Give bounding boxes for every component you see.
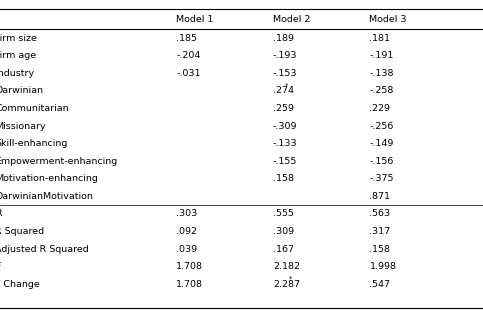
Text: -.375: -.375 [369,174,394,183]
Text: Model 3: Model 3 [369,15,407,24]
Text: .274: .274 [273,86,294,95]
Text: -.193: -.193 [273,51,298,60]
Text: DarwinianMotivation: DarwinianMotivation [0,192,93,201]
Text: .158: .158 [369,244,390,253]
Text: -.133: -.133 [273,139,298,148]
Text: *: * [285,82,289,88]
Text: -.256: -.256 [369,122,394,131]
Text: -.155: -.155 [273,157,297,166]
Text: .181: .181 [369,34,390,43]
Text: -.204: -.204 [176,51,200,60]
Text: .189: .189 [273,34,294,43]
Text: .317: .317 [369,227,391,236]
Text: -.156: -.156 [369,157,394,166]
Text: Empowerment-enhancing: Empowerment-enhancing [0,157,117,166]
Text: .158: .158 [273,174,294,183]
Text: .039: .039 [176,244,198,253]
Text: -.191: -.191 [369,51,394,60]
Text: 1.708: 1.708 [176,262,203,271]
Text: *: * [288,276,292,281]
Text: Model 2: Model 2 [273,15,310,24]
Text: .547: .547 [369,280,390,289]
Text: 1.998: 1.998 [369,262,397,271]
Text: Missionary: Missionary [0,122,46,131]
Text: .167: .167 [273,244,294,253]
Text: R Squared: R Squared [0,227,44,236]
Text: -.258: -.258 [369,86,394,95]
Text: 2.182: 2.182 [273,262,300,271]
Text: -.031: -.031 [176,69,201,78]
Text: .185: .185 [176,34,197,43]
Text: 2.287: 2.287 [273,280,300,289]
Text: .871: .871 [369,192,390,201]
Text: Firm age: Firm age [0,51,36,60]
Text: 1.708: 1.708 [176,280,203,289]
Text: .303: .303 [176,209,198,218]
Text: Skill-enhancing: Skill-enhancing [0,139,68,148]
Text: -.138: -.138 [369,69,394,78]
Text: Industry: Industry [0,69,34,78]
Text: Communitarian: Communitarian [0,104,69,113]
Text: Model 1: Model 1 [176,15,213,24]
Text: Motivation-enhancing: Motivation-enhancing [0,174,98,183]
Text: .092: .092 [176,227,197,236]
Text: Adjusted R Squared: Adjusted R Squared [0,244,89,253]
Text: .309: .309 [273,227,294,236]
Text: .229: .229 [369,104,390,113]
Text: .555: .555 [273,209,294,218]
Text: -.149: -.149 [369,139,394,148]
Text: -.153: -.153 [273,69,298,78]
Text: .563: .563 [369,209,391,218]
Text: R: R [0,209,2,218]
Text: Firm size: Firm size [0,34,37,43]
Text: -.309: -.309 [273,122,298,131]
Text: F Change: F Change [0,280,40,289]
Text: .259: .259 [273,104,294,113]
Text: Darwinian: Darwinian [0,86,43,95]
